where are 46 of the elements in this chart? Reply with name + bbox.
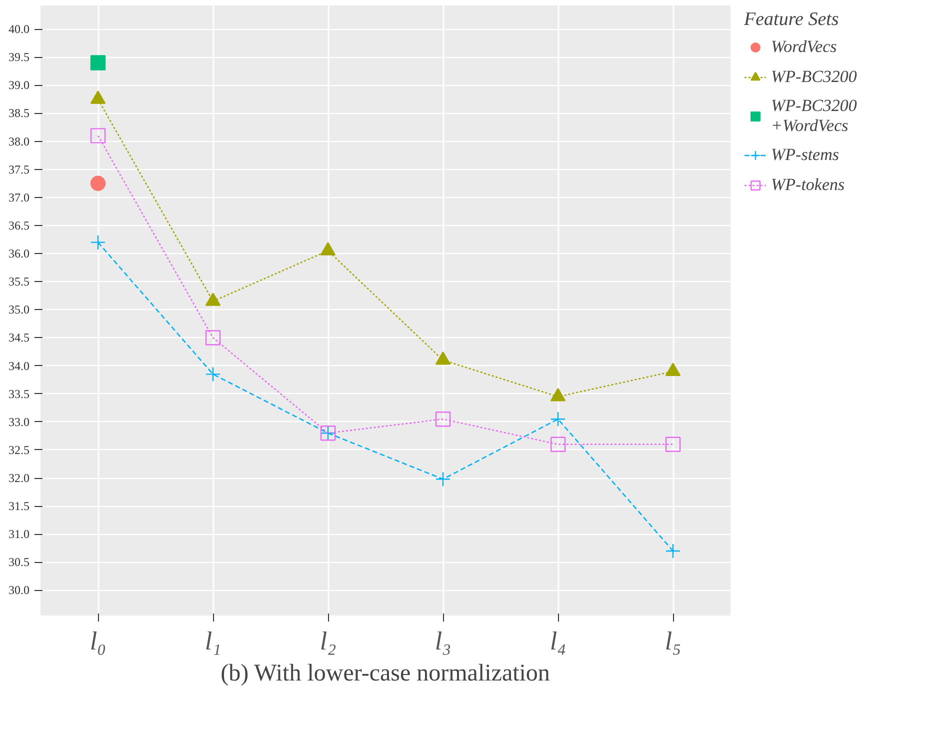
- y-tick-label: 38.0: [8, 134, 30, 148]
- x-tick-label: l₃: [434, 626, 452, 656]
- legend-title: Feature Sets: [744, 9, 840, 31]
- x-tick-label: l₅: [664, 626, 682, 656]
- y-tick-label: 34.5: [8, 330, 30, 345]
- legend-label: WP-tokens: [771, 175, 845, 195]
- x-tick-label: l₀: [90, 626, 106, 656]
- y-tick-label: 30.5: [8, 555, 30, 570]
- y-tick-label: 35.5: [8, 274, 30, 289]
- x-tick-label: l₄: [550, 626, 566, 656]
- y-tick-label: 32.5: [8, 442, 30, 457]
- point: [435, 411, 451, 427]
- point: [90, 128, 106, 144]
- y-tick-label: 32.0: [8, 471, 30, 486]
- point: [90, 176, 106, 191]
- y-tick-label: 31.0: [8, 527, 30, 542]
- y-tick-label: 37.0: [8, 190, 30, 204]
- x-axis-title: (b) With lower-case normalization: [220, 660, 550, 686]
- y-tick-label: 31.5: [8, 499, 30, 514]
- point: [205, 330, 221, 346]
- legend-label: WP-stems: [771, 145, 839, 165]
- y-tick-label: 38.5: [8, 106, 30, 120]
- x-tick-label: l₁: [204, 626, 222, 656]
- point: [90, 55, 106, 70]
- y-tick-label: 39.5: [8, 50, 30, 64]
- legend-label: WordVecs: [771, 37, 837, 57]
- point: [435, 472, 451, 487]
- y-tick-label: 40.0: [8, 22, 30, 36]
- y-tick-label: 30.0: [8, 583, 30, 598]
- y-tick-label: 33.5: [8, 386, 30, 401]
- y-tick-label: 37.5: [8, 162, 30, 176]
- point: [205, 366, 221, 382]
- y-tick-label: 39.0: [8, 78, 30, 92]
- y-tick-label: 33.0: [8, 414, 30, 429]
- point: [550, 411, 566, 427]
- y-tick-label: 35.0: [8, 302, 30, 317]
- legend-label: WP-BC3200: [771, 67, 857, 87]
- x-tick-label: l₂: [320, 626, 336, 656]
- point: [550, 436, 566, 452]
- point: [90, 234, 106, 250]
- point: [665, 543, 681, 559]
- y-tick-label: 34.0: [8, 358, 30, 373]
- y-tick-label: 36.5: [8, 218, 30, 232]
- y-tick-label: 36.0: [8, 246, 30, 261]
- legend-label: WP-BC3200 +WordVecs: [771, 96, 857, 136]
- point: [665, 436, 681, 452]
